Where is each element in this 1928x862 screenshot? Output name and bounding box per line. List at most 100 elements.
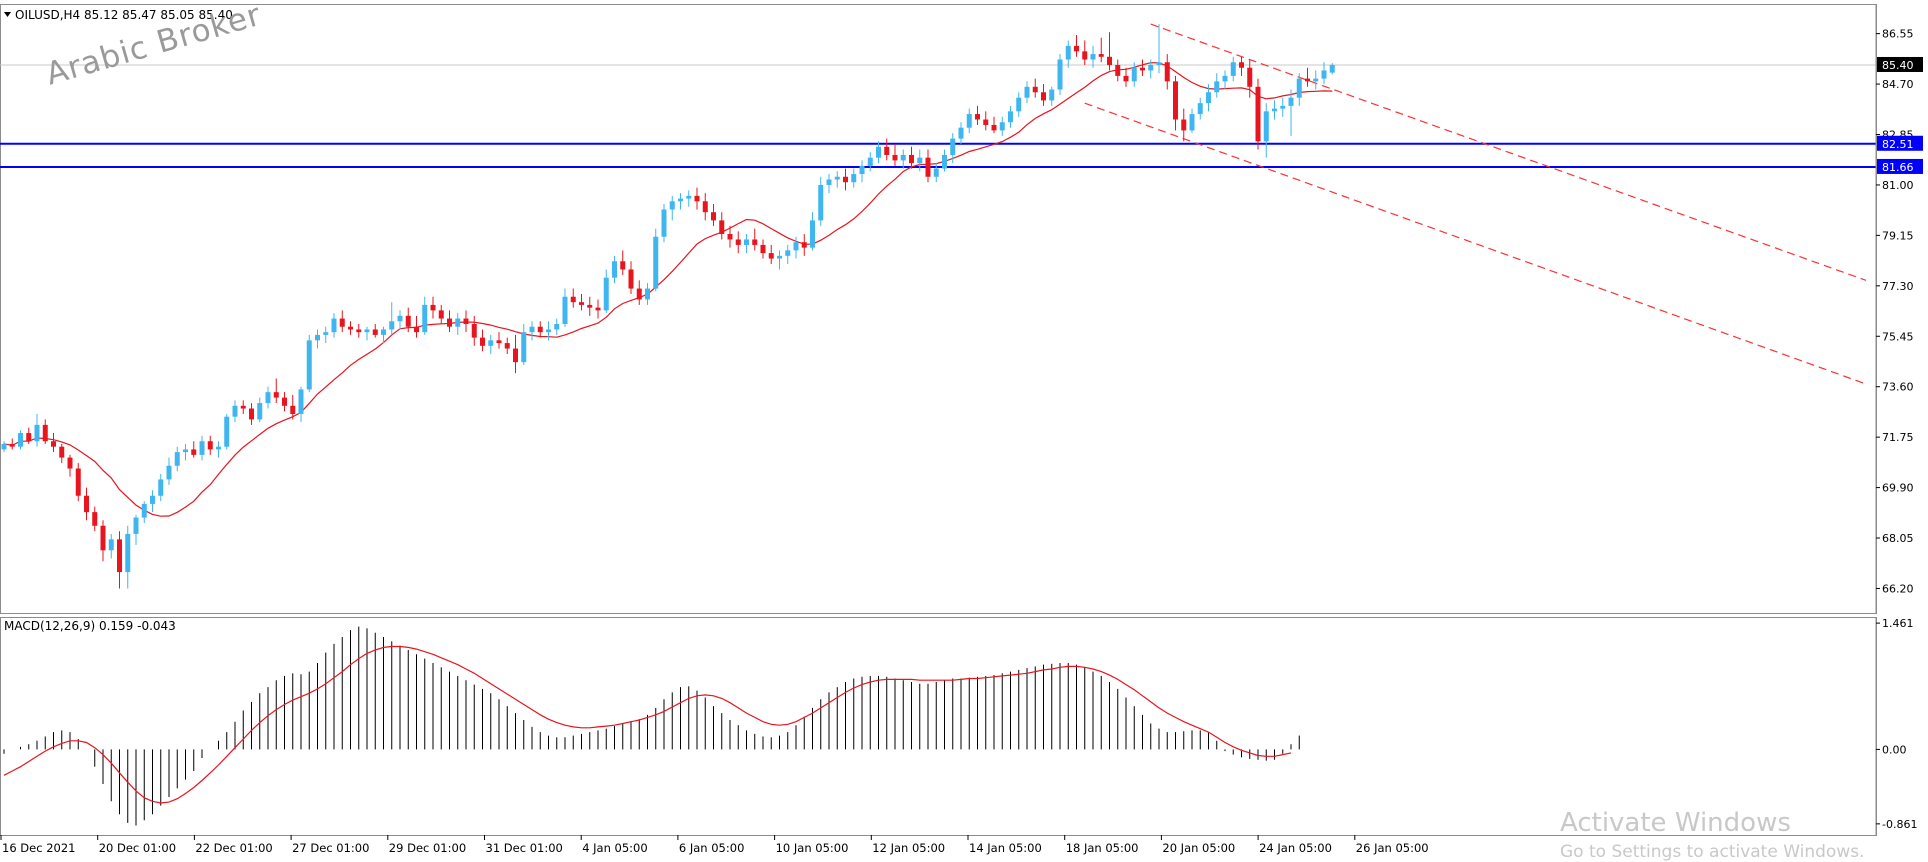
candle	[1074, 34, 1079, 57]
candle	[1090, 45, 1096, 68]
candle	[678, 193, 683, 210]
candle	[141, 501, 147, 524]
time-axis-label: 6 Jan 05:00	[679, 841, 745, 855]
candle-body	[298, 389, 304, 414]
macd-plot	[3, 626, 1300, 826]
candle	[966, 108, 972, 134]
candle	[397, 310, 403, 330]
candle-body	[744, 239, 749, 245]
candle-body	[1197, 103, 1203, 115]
price-axis-label: 71.75	[1882, 431, 1914, 444]
current-price-tag	[1877, 56, 1923, 72]
candle-body	[1148, 64, 1154, 71]
candle-body	[727, 234, 733, 240]
candle-body	[1280, 105, 1286, 109]
time-axis-label: 20 Dec 01:00	[99, 841, 176, 855]
candle-body	[950, 138, 956, 155]
candle	[331, 313, 337, 338]
candle-body	[867, 157, 873, 166]
candle-body	[801, 242, 807, 248]
candle	[826, 174, 832, 194]
candle-body	[735, 239, 741, 245]
candle	[579, 294, 584, 311]
candle	[1049, 86, 1055, 106]
time-axis-label: 26 Jan 05:00	[1356, 841, 1429, 855]
candle-body	[909, 154, 914, 164]
candle-body	[513, 348, 518, 363]
candle-body	[117, 539, 122, 573]
candle-body	[150, 495, 155, 504]
candle	[1288, 89, 1294, 136]
candle-body	[694, 195, 700, 202]
candle-body	[356, 329, 362, 333]
candle-body	[75, 468, 81, 496]
candle	[859, 160, 865, 183]
candle-body	[628, 269, 634, 289]
symbol-line: OILUSD,H4 85.12 85.47 85.05 85.40	[15, 8, 233, 22]
candle	[975, 105, 980, 125]
candle-body	[249, 408, 254, 420]
candle-body	[84, 495, 89, 513]
candle	[232, 400, 238, 423]
candle	[595, 299, 601, 319]
candle	[546, 321, 551, 341]
candle-body	[1090, 54, 1096, 60]
macd-panel-frame	[0, 617, 1877, 836]
candle-body	[1173, 81, 1178, 120]
triangle-down-icon[interactable]	[4, 12, 11, 17]
candle	[133, 514, 139, 545]
candle	[900, 149, 906, 169]
channel-trendline[interactable]	[1084, 102, 1867, 385]
candle	[1255, 78, 1261, 150]
candle-body	[1032, 86, 1038, 93]
candle-body	[793, 242, 799, 251]
price-plot	[0, 23, 1876, 589]
candle	[1164, 54, 1170, 90]
candle	[867, 152, 873, 172]
candle-body	[1321, 70, 1327, 79]
time-axis-label: 14 Jan 05:00	[969, 841, 1042, 855]
candle-body	[1049, 89, 1055, 101]
candle-body	[207, 441, 213, 450]
candle-body	[1107, 56, 1112, 65]
candle	[488, 334, 494, 354]
candle-body	[9, 443, 15, 447]
time-axis-label: 10 Jan 05:00	[776, 841, 849, 855]
candle-body	[232, 405, 238, 417]
candle	[1131, 62, 1137, 87]
candle-body	[414, 326, 419, 333]
channel-trendline[interactable]	[1150, 23, 1867, 281]
candle-body	[570, 296, 576, 303]
candle	[315, 329, 320, 349]
axes: 86.5584.7082.8581.0079.1577.3075.4573.60…	[0, 5, 1923, 855]
candle-body	[1082, 51, 1088, 60]
candle-body	[925, 157, 931, 177]
candle-body	[455, 318, 461, 327]
macd-axis-label: -0.861	[1882, 818, 1917, 831]
candle-body	[554, 323, 560, 330]
candle	[1098, 37, 1104, 63]
candle-body	[183, 449, 188, 453]
candle	[1016, 92, 1022, 117]
candle	[1156, 24, 1162, 74]
candle-body	[1313, 78, 1319, 82]
price-axis-label: 73.60	[1882, 381, 1914, 394]
candle	[628, 261, 634, 295]
candle-body	[1181, 119, 1187, 131]
candle	[240, 400, 246, 414]
candle	[991, 116, 997, 134]
candle-body	[67, 457, 73, 469]
candle	[117, 531, 122, 589]
candle-body	[1189, 114, 1195, 131]
candle	[645, 283, 650, 305]
time-axis-label: 24 Jan 05:00	[1259, 841, 1332, 855]
candle	[1239, 56, 1244, 76]
candle	[917, 149, 923, 172]
price-axis-label: 66.20	[1882, 582, 1914, 595]
price-axis-label: 86.55	[1882, 28, 1914, 41]
candle	[661, 204, 667, 243]
price-axis-label: 68.05	[1882, 532, 1914, 545]
candle	[942, 149, 947, 172]
candle-body	[1008, 111, 1013, 123]
